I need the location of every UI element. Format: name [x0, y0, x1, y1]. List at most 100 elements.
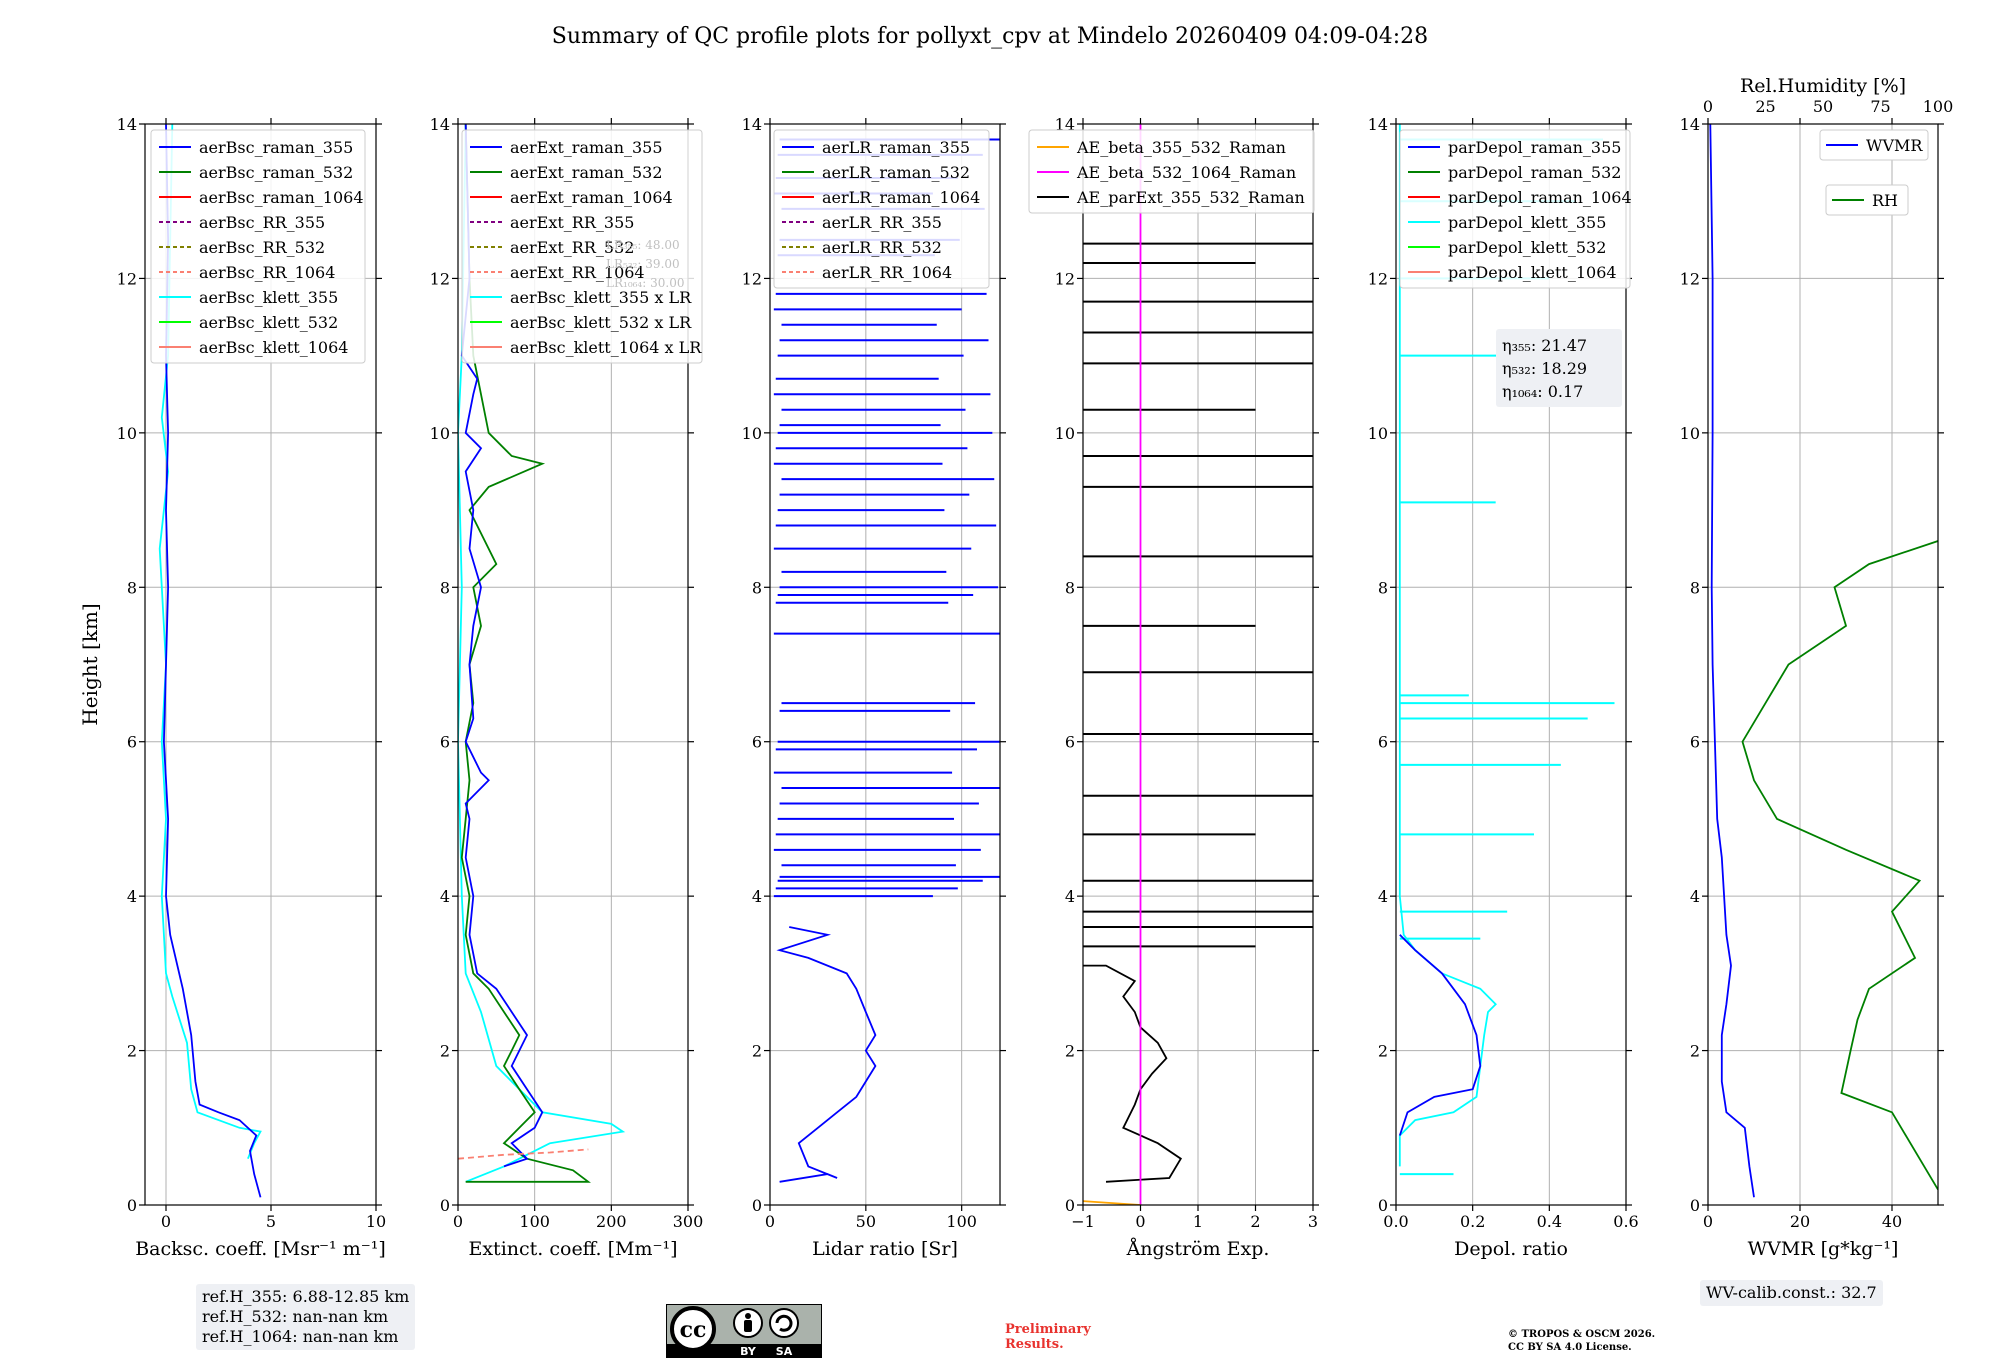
legend-label: aerBsc_klett_1064 x LR: [510, 338, 702, 357]
x-axis-label: Backsc. coeff. [Msr⁻¹ m⁻¹]: [135, 1238, 386, 1260]
x-tick-label: 100: [946, 1212, 977, 1231]
legend-box: [1825, 184, 1909, 216]
x-tick-label: 0: [1703, 1212, 1713, 1231]
y-tick-label: 10: [117, 424, 137, 443]
x-tick-label: 0: [453, 1212, 463, 1231]
cc-badge-cc: cc: [680, 1317, 707, 1343]
copyright-line-2: CC BY SA 4.0 License.: [1508, 1342, 1632, 1353]
data-layer: [458, 124, 626, 1183]
series-parDepol_raman_355: [1398, 934, 1482, 1136]
y-tick-label: 14: [430, 115, 450, 134]
x-tick-label: 3: [1308, 1212, 1318, 1231]
x-tick-label: 100: [519, 1212, 550, 1231]
y-tick-label: 12: [1368, 269, 1388, 288]
x-axis-label: Depol. ratio: [1454, 1238, 1568, 1260]
y-tick-label: 4: [752, 887, 762, 906]
y-tick-label: 8: [127, 578, 137, 597]
top-tick-label: 75: [1870, 97, 1890, 116]
cc-by-sa-badge-icon: cc BY SA: [666, 1304, 822, 1358]
legend-label: aerExt_raman_1064: [510, 188, 673, 207]
ref-line-355: ref.H_355: 6.88-12.85 km: [202, 1287, 410, 1306]
legend-label: parDepol_klett_1064: [1448, 263, 1617, 282]
series-AE_parExt_355_532_Raman: [1083, 964, 1183, 1183]
top-tick-label: 25: [1755, 97, 1775, 116]
y-tick-label: 8: [752, 578, 762, 597]
y-tick-label: 0: [1065, 1196, 1075, 1215]
y-tick-label: 8: [440, 578, 450, 597]
y-tick-label: 14: [117, 115, 137, 134]
x-tick-label: 0.6: [1613, 1212, 1638, 1231]
x-tick-label: 1: [1193, 1212, 1203, 1231]
top-tick-label: 0: [1703, 97, 1713, 116]
y-tick-label: 2: [1378, 1042, 1388, 1061]
y-tick-label: 12: [117, 269, 137, 288]
legend-label: aerLR_raman_1064: [822, 188, 980, 207]
wv-calib-box: WV-calib.const.: 32.7: [1700, 1280, 1883, 1306]
x-tick-label: 300: [673, 1212, 704, 1231]
y-tick-label: 8: [1690, 578, 1700, 597]
series-aerBsc_klett_355: [158, 124, 262, 1160]
series-RH: [1741, 540, 1938, 1191]
y-tick-label: 2: [752, 1042, 762, 1061]
figure-title: Summary of QC profile plots for pollyxt_…: [552, 24, 1428, 49]
x-tick-label: 10: [366, 1212, 386, 1231]
preliminary-line-1: Preliminary: [1005, 1322, 1091, 1337]
data-layer: [1709, 124, 1938, 1198]
y-tick-label: 6: [440, 733, 450, 752]
legend-label: aerBsc_klett_1064: [199, 338, 348, 357]
legend-label: parDepol_raman_355: [1448, 138, 1621, 157]
x-axis-label: Ångström Exp.: [1126, 1238, 1270, 1260]
legend-label: aerExt_raman_532: [510, 163, 663, 182]
series-aerBsc_klett_355 x LR: [458, 124, 626, 1183]
panel-extinction: 0 100 200 300 0 2 4 6 8 10 12 14 Extinct. coeff. [Mm…: [430, 115, 704, 1260]
copyright-note: © TROPOS & OSCM 2026. CC BY SA 4.0 Licen…: [1508, 1328, 1655, 1354]
panel-lidar_ratio: 0 50 100 0 2 4 6 8 10 12 14 Lidar ratio [Sr] aerLR_r…: [742, 115, 1006, 1260]
legend-label: AE_beta_355_532_Raman: [1076, 138, 1286, 157]
x-axis-label: WVMR [g*kg⁻¹]: [1748, 1238, 1899, 1260]
legend-label: aerBsc_klett_355 x LR: [510, 288, 692, 307]
y-tick-label: 0: [1690, 1196, 1700, 1215]
y-tick-label: 6: [1690, 733, 1700, 752]
top-tick-label: 100: [1923, 97, 1954, 116]
panel-wvmr_rh: 0 20 40 0 2 4 6 8 10 12 14 WVMR [g*kg⁻¹] 0 25 50 75 100 R…: [1680, 75, 1954, 1260]
top-axis-label: Rel.Humidity [%]: [1740, 75, 1906, 97]
axes-frame: [1395, 123, 1627, 1206]
y-tick-label: 10: [1055, 424, 1075, 443]
y-tick-label: 8: [1378, 578, 1388, 597]
y-tick-label: 14: [1368, 115, 1388, 134]
y-tick-label: 0: [127, 1196, 137, 1215]
y-tick-label: 14: [742, 115, 762, 134]
y-tick-label: 6: [1378, 733, 1388, 752]
eta-box: [1496, 329, 1622, 407]
y-tick-label: 0: [440, 1196, 450, 1215]
legend-label: aerLR_RR_1064: [822, 263, 952, 282]
legend-box: [461, 129, 703, 364]
x-tick-label: 0: [1135, 1212, 1145, 1231]
preliminary-results-note: Preliminary Results.: [1005, 1322, 1091, 1352]
y-tick-label: 12: [1055, 269, 1075, 288]
legend-label: aerLR_raman_532: [822, 163, 970, 182]
series-aerExt_raman_532: [460, 124, 591, 1183]
y-tick-label: 0: [1378, 1196, 1388, 1215]
legend-label: parDepol_raman_1064: [1448, 188, 1632, 207]
y-tick-label: 4: [440, 887, 450, 906]
y-tick-label: 4: [127, 887, 137, 906]
top-tick-label: 50: [1813, 97, 1833, 116]
legend-label: aerLR_RR_532: [822, 238, 942, 257]
axes-frame: [1707, 123, 1939, 1206]
x-tick-label: 0.4: [1537, 1212, 1562, 1231]
y-tick-label: 10: [1680, 424, 1700, 443]
x-tick-label: 0.2: [1460, 1212, 1485, 1231]
y-tick-label: 4: [1690, 887, 1700, 906]
x-tick-label: 20: [1790, 1212, 1810, 1231]
legend-label: aerBsc_raman_532: [199, 163, 353, 182]
legend-label: aerBsc_klett_532 x LR: [510, 313, 692, 332]
legend-label: aerExt_RR_1064: [510, 263, 645, 282]
x-tick-label: 0: [161, 1212, 171, 1231]
copyright-line-1: © TROPOS & OSCM 2026.: [1508, 1329, 1656, 1340]
y-tick-label: 0: [752, 1196, 762, 1215]
legend-label: AE_beta_532_1064_Raman: [1076, 163, 1296, 182]
axes-frame: [144, 123, 377, 1206]
legend-label: AE_parExt_355_532_Raman: [1076, 188, 1305, 207]
